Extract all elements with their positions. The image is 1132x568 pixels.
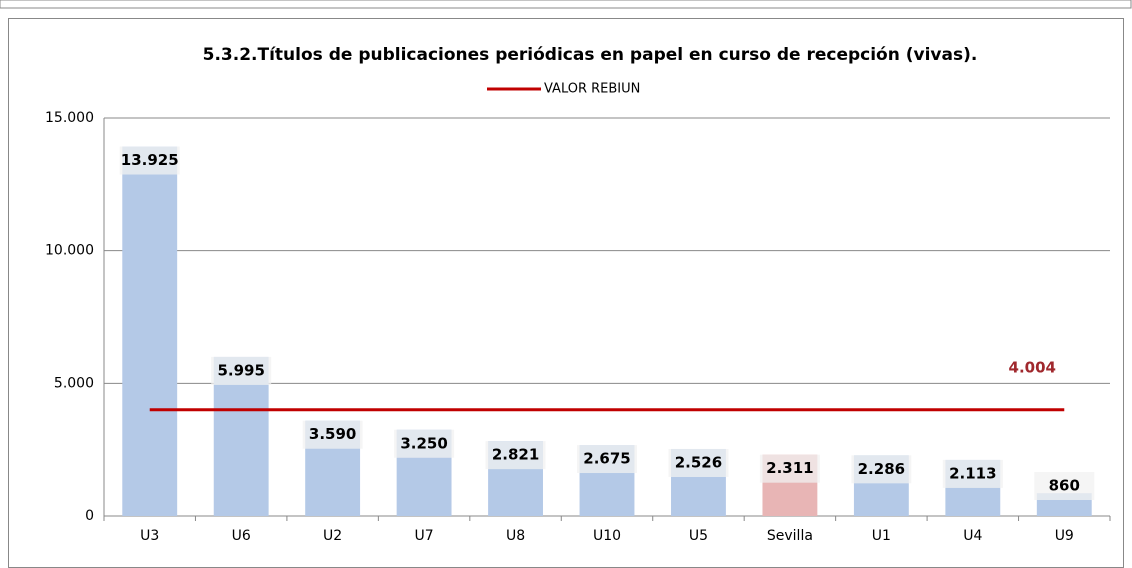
value-label-box [759, 454, 820, 483]
value-label-box [211, 356, 272, 385]
legend-label: VALOR REBIUN [544, 82, 640, 97]
value-label-box [577, 445, 637, 474]
value-label-box [668, 448, 729, 477]
value-label: 2.821 [492, 446, 539, 464]
top-frame [0, 0, 1132, 9]
value-label: 2.526 [675, 453, 722, 471]
x-tick-label: U1 [872, 528, 891, 544]
x-tick-label: U3 [140, 528, 159, 544]
y-tick-label: 0 [85, 508, 94, 524]
x-tick-label: U2 [323, 528, 342, 544]
value-label-box [1034, 472, 1095, 500]
value-label: 13.925 [121, 151, 179, 169]
y-tick-label: 15.000 [45, 110, 94, 126]
value-label: 3.590 [309, 425, 356, 443]
x-tick-label: U5 [689, 528, 708, 544]
x-tick-label: Sevilla [767, 528, 813, 544]
x-tick-label: U4 [963, 528, 982, 544]
reference-label: 4.004 [1009, 358, 1056, 376]
value-label: 5.995 [217, 361, 264, 379]
value-label-box [851, 455, 912, 484]
value-label-box [302, 420, 363, 449]
value-label-box [119, 146, 180, 175]
value-label-box [942, 459, 1003, 488]
bar [122, 146, 178, 517]
value-label: 2.286 [858, 460, 905, 478]
x-tick-label: U7 [415, 528, 434, 544]
chart-frame [8, 18, 1124, 568]
x-tick-label: U6 [232, 528, 251, 544]
chart-title: 5.3.2.Títulos de publicaciones periódica… [203, 45, 978, 65]
y-tick-label: 10.000 [45, 243, 94, 259]
value-label-box [485, 441, 546, 470]
y-tick-label: 5.000 [54, 375, 94, 391]
value-label: 2.675 [583, 450, 630, 468]
x-tick-label: U10 [593, 528, 621, 544]
value-label: 860 [1049, 477, 1080, 495]
value-label: 2.311 [766, 459, 813, 477]
x-tick-label: U8 [506, 528, 525, 544]
value-label: 3.250 [400, 434, 447, 452]
value-label-box [394, 429, 455, 458]
value-label: 2.113 [949, 464, 996, 482]
x-tick-label: U9 [1055, 528, 1074, 544]
